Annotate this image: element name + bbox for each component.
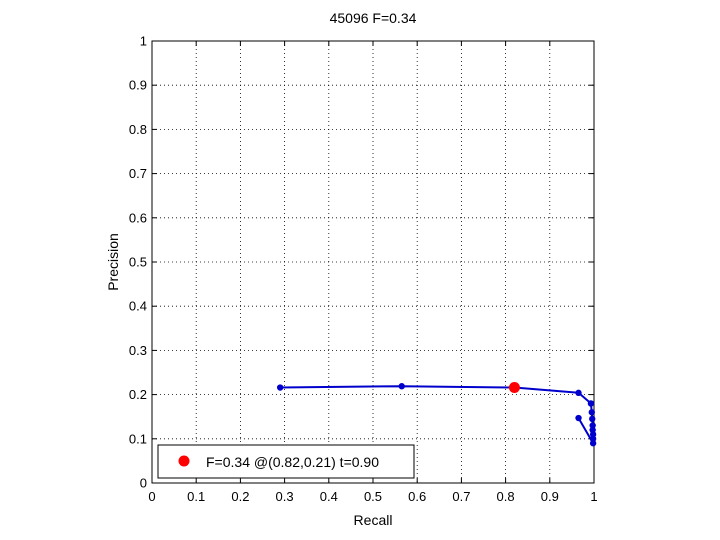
y-axis-label: Precision [105,233,121,291]
pr-curve-point [588,409,595,416]
pr-curve-point [589,435,597,442]
pr-curve-point [575,389,582,397]
x-tick-label: 0 [148,489,155,504]
pr-curve-point [589,415,596,423]
y-tick-label: 0.9 [129,78,147,93]
x-tick-label: 0.9 [541,489,559,504]
y-tick-label: 0.7 [129,166,147,181]
x-axis: 0 0.1 0.2 0.3 0.4 0.5 0.6 0.7 0.8 0.9 1 [148,41,598,504]
legend-text: F=0.34 @(0.82,0.21) t=0.90 [206,454,379,470]
legend-box [157,444,415,479]
x-tick-label: 0.8 [497,489,515,504]
x-axis-label: Recall [354,512,393,528]
pr-curve-point [575,414,582,422]
pr-curve-point [587,400,595,407]
best-f-point [508,382,520,394]
y-tick-label: 0.1 [129,431,147,446]
y-tick-label: 0.8 [129,122,147,137]
grid [152,41,594,483]
x-tick-label: 1 [590,489,597,504]
series-group [276,382,597,447]
pr-curve-point [589,422,596,429]
x-tick-label: 0.2 [231,489,249,504]
x-tick-label: 0.4 [320,489,338,504]
y-tick-label: 0.3 [129,343,147,358]
y-tick-label: 0.6 [129,210,147,225]
y-tick-label: 0.2 [129,387,147,402]
x-tick-label: 0.5 [364,489,382,504]
x-tick-label: 0.7 [452,489,470,504]
y-tick-label: 0 [140,476,147,491]
legend-marker [178,455,190,467]
y-tick-label: 1 [140,34,147,49]
pr-curve-point [589,431,597,438]
y-tick-label: 0.5 [129,255,147,270]
x-tick-label: 0.3 [276,489,294,504]
legend: F=0.34 @(0.82,0.21) t=0.90 [157,444,415,479]
y-tick-label: 0.4 [129,299,147,314]
y-axis: 0 0.1 0.2 0.3 0.4 0.5 0.6 0.7 0.8 0.9 1 [129,34,594,491]
pr-curve-point [398,383,405,390]
pr-curve-point [589,440,597,447]
x-tick-label: 0.6 [408,489,426,504]
pr-curve-point [276,384,284,391]
chart-title: 45096 F=0.34 [330,10,417,26]
x-tick-label: 0.1 [187,489,205,504]
